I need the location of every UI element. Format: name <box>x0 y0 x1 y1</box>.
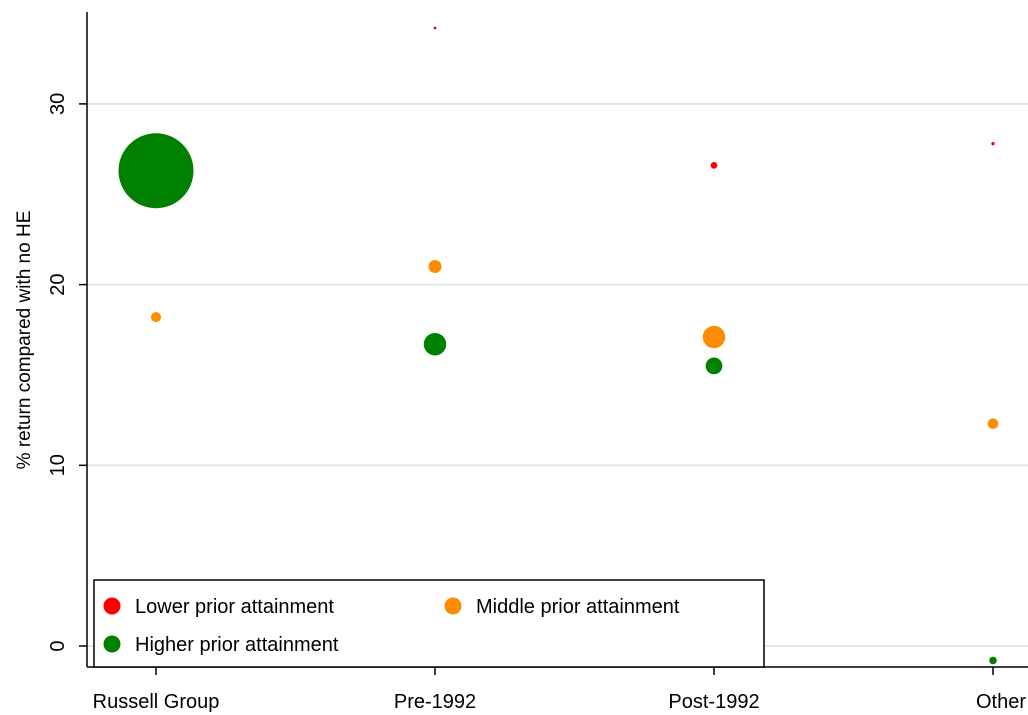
legend-label: Lower prior attainment <box>135 596 334 618</box>
legend-marker <box>444 597 462 615</box>
data-point <box>710 161 718 169</box>
x-tick-label: Pre-1992 <box>394 691 476 713</box>
axes <box>86 12 1028 668</box>
gridlines <box>87 102 1028 647</box>
y-ticks: 0 10 20 30 <box>47 93 87 652</box>
y-tick-label: 10 <box>47 454 69 476</box>
data-point <box>705 357 723 375</box>
legend-label: Higher prior attainment <box>135 634 339 656</box>
x-tick-label: Russell Group <box>93 691 220 713</box>
data-point <box>150 312 162 323</box>
data-point <box>987 418 999 430</box>
legend-marker <box>103 597 121 615</box>
x-tick-label: Other <box>976 691 1026 713</box>
data-point <box>118 133 194 209</box>
y-tick-label: 20 <box>47 273 69 295</box>
legend-label: Middle prior attainment <box>476 596 680 618</box>
legend-box <box>93 579 765 668</box>
data-point <box>423 332 447 356</box>
data-point <box>428 260 442 274</box>
y-tick-label: 0 <box>47 640 69 651</box>
x-tick-label: Post-1992 <box>668 691 759 713</box>
y-tick-label: 30 <box>47 93 69 115</box>
data-point <box>991 141 995 146</box>
legend-marker <box>103 635 121 653</box>
data-point <box>433 26 437 30</box>
data-point <box>989 656 997 665</box>
y-axis-title: % return compared with no HE <box>14 211 35 470</box>
x-ticks: Russell Group Pre-1992 Post-1992 Other <box>93 667 1026 713</box>
data-point <box>702 325 726 349</box>
data-points <box>118 26 999 665</box>
legend: Lower prior attainment Middle prior attai… <box>93 579 765 668</box>
